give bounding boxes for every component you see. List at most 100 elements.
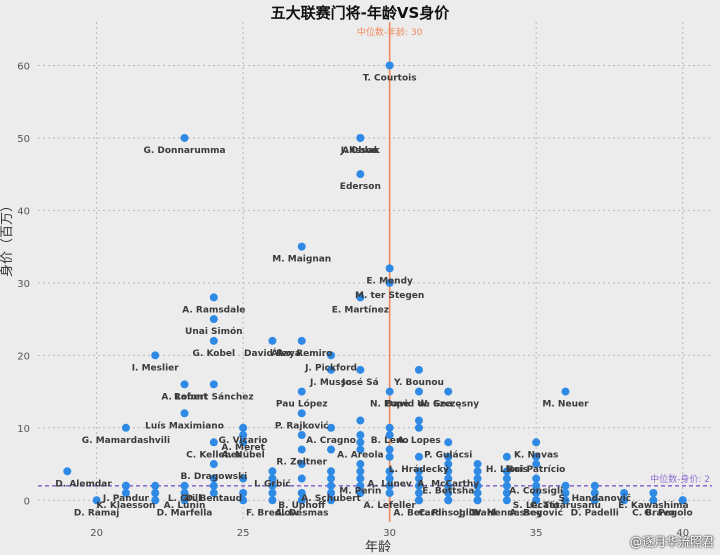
data-point <box>678 496 687 505</box>
point-label: David de Gea <box>385 400 452 410</box>
point-label: W. Szczęsny <box>417 400 479 410</box>
data-point <box>297 431 306 440</box>
data-point <box>414 416 423 425</box>
data-point <box>444 474 453 483</box>
data-point <box>532 489 541 498</box>
point-label: Robert Sánchez <box>174 392 254 402</box>
data-point <box>327 445 336 454</box>
y-axis-label: 身价（百万） <box>0 198 15 277</box>
data-point <box>268 489 277 498</box>
data-point <box>297 445 306 454</box>
point-label: Luís Maximiano <box>145 421 224 431</box>
data-point <box>502 481 511 490</box>
point-label: I. Grbić <box>254 478 291 489</box>
point-label: C. Bravo <box>632 508 675 518</box>
point-label: B. Uphoff <box>278 501 326 511</box>
point-label: José Sá <box>341 377 379 388</box>
data-point <box>180 380 189 389</box>
data-point <box>239 496 248 505</box>
data-point <box>327 496 336 505</box>
point-label: E. Bettsha <box>422 487 474 497</box>
point-label: M. Neuer <box>542 400 589 410</box>
point-label: C. Tătărușanu <box>530 501 601 511</box>
data-point <box>209 481 218 490</box>
point-label: A. Cragno <box>306 436 356 446</box>
point-label: G. Mamardashvili <box>82 436 170 446</box>
data-point <box>385 431 394 440</box>
data-point <box>473 474 482 483</box>
data-point <box>532 438 541 447</box>
data-point <box>385 387 394 396</box>
data-point <box>209 489 218 498</box>
point-label: B. Dragowski <box>180 472 247 482</box>
data-point <box>414 489 423 498</box>
point-label: J. Grahl <box>458 508 496 518</box>
data-point <box>356 365 365 374</box>
point-label: M. Perin <box>339 487 381 497</box>
data-point <box>180 481 189 490</box>
point-label: A. Schubert <box>301 494 361 504</box>
data-point <box>473 467 482 476</box>
data-point <box>444 496 453 505</box>
y-tick-label: 60 <box>17 61 30 72</box>
data-point <box>444 452 453 461</box>
data-point <box>297 474 306 483</box>
y-tick-label: 50 <box>17 134 30 145</box>
point-label: David Raya <box>244 349 301 359</box>
data-point <box>151 351 160 360</box>
point-label: T. Courtois <box>363 73 417 83</box>
data-point <box>620 489 629 498</box>
point-label: D. Bentaud <box>186 494 243 504</box>
point-label: L. Hrádecký <box>389 465 449 475</box>
point-label: C. Kelleher <box>186 450 242 460</box>
data-point <box>209 380 218 389</box>
data-point <box>473 496 482 505</box>
point-label: M. ter Stegen <box>355 291 424 301</box>
point-label: B. Leno <box>371 436 409 446</box>
point-label: G. Vicario <box>219 436 268 446</box>
data-point <box>356 431 365 440</box>
data-point <box>180 409 189 418</box>
data-point <box>620 496 629 505</box>
point-label: K. Klaesson <box>96 501 155 511</box>
data-point <box>356 445 365 454</box>
data-point <box>121 481 130 490</box>
data-point <box>414 452 423 461</box>
x-axis-label: 年龄 <box>364 540 391 555</box>
data-point <box>649 496 658 505</box>
data-point <box>239 474 248 483</box>
point-label: C. Pinsoglio <box>418 508 478 518</box>
data-point <box>590 489 599 498</box>
data-point <box>356 293 365 302</box>
data-point <box>356 460 365 469</box>
y-tick-label: 20 <box>17 351 30 362</box>
x-tick-label: 20 <box>90 528 103 539</box>
data-point <box>444 438 453 447</box>
data-point <box>414 481 423 490</box>
data-point <box>268 467 277 476</box>
data-point <box>209 438 218 447</box>
point-label: Y. Bounou <box>393 378 444 388</box>
data-point <box>268 474 277 483</box>
data-point <box>180 489 189 498</box>
data-point <box>356 438 365 447</box>
data-point <box>327 474 336 483</box>
data-point <box>414 474 423 483</box>
y-tick-label: 0 <box>24 496 30 507</box>
point-label: A. Desmas <box>275 508 328 518</box>
point-label: A. Consigli <box>509 487 563 497</box>
data-point <box>532 474 541 483</box>
point-label: K. Navas <box>514 450 558 460</box>
data-point <box>268 336 277 345</box>
point-label: Álex Remiro <box>271 347 332 359</box>
data-point <box>532 481 541 490</box>
data-point <box>297 460 306 469</box>
data-point <box>327 423 336 432</box>
data-point <box>356 416 365 425</box>
data-point <box>268 496 277 505</box>
point-label: G. Donnarumma <box>143 146 225 156</box>
data-point <box>151 481 160 490</box>
point-label: R. Zeltner <box>276 458 327 468</box>
point-label: J. Musso <box>309 378 352 388</box>
data-point <box>297 242 306 251</box>
